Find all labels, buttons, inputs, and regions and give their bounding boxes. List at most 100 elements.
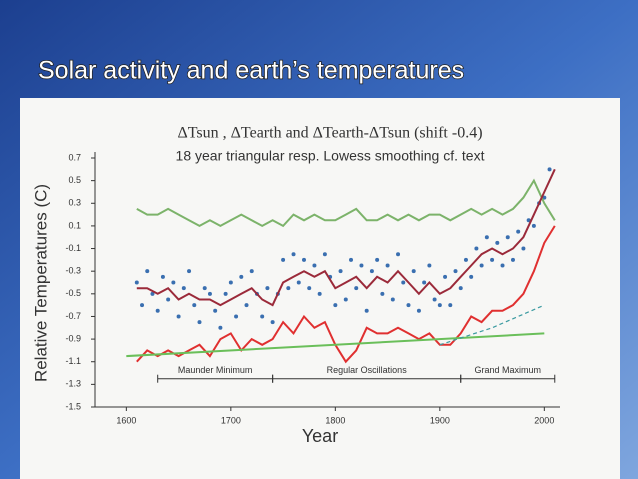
data-point: [134, 280, 139, 285]
x-axis-label: Year: [302, 426, 338, 446]
data-point: [213, 308, 218, 313]
data-point: [364, 308, 369, 313]
period-label: Regular Oscillations: [327, 365, 408, 375]
data-point: [228, 280, 233, 285]
chart-title: ΔTsun , ΔTearth and ΔTearth-ΔTsun (shift…: [177, 125, 482, 142]
data-point: [333, 303, 338, 308]
data-point: [155, 308, 160, 313]
data-point: [265, 286, 270, 291]
period-label: Maunder Minimum: [178, 365, 253, 375]
data-point: [171, 280, 176, 285]
data-point: [322, 252, 327, 257]
data-point: [202, 286, 207, 291]
data-point: [244, 303, 249, 308]
series-line: [439, 304, 545, 346]
data-point: [510, 257, 515, 262]
data-point: [516, 229, 521, 234]
chart-subtitle: 18 year triangular resp. Lowess smoothin…: [176, 148, 485, 164]
data-point: [469, 274, 474, 279]
data-point: [343, 297, 348, 302]
y-tick-label: -0.3: [65, 266, 81, 276]
data-point: [484, 235, 489, 240]
data-point: [458, 286, 463, 291]
y-tick-label: 0.7: [68, 152, 81, 162]
data-point: [427, 263, 432, 268]
data-point: [296, 280, 301, 285]
series-line: [136, 168, 556, 307]
y-tick-label: -1.1: [65, 356, 81, 366]
data-point: [145, 269, 150, 274]
data-point: [380, 291, 385, 296]
data-point: [500, 263, 505, 268]
data-point: [312, 263, 317, 268]
data-point: [354, 286, 359, 291]
y-tick-label: -1.3: [65, 379, 81, 389]
y-tick-label: 0.5: [68, 175, 81, 185]
data-point: [218, 325, 223, 330]
data-point: [437, 303, 442, 308]
data-point: [406, 303, 411, 308]
data-point: [150, 291, 155, 296]
x-tick-label: 1700: [221, 415, 241, 425]
data-point: [197, 320, 202, 325]
data-point: [505, 235, 510, 240]
data-point: [349, 257, 354, 262]
data-point: [411, 269, 416, 274]
data-point: [474, 246, 479, 251]
data-point: [490, 257, 495, 262]
data-point: [223, 291, 228, 296]
chart-panel: [20, 98, 620, 479]
data-point: [369, 269, 374, 274]
data-point: [317, 291, 322, 296]
data-point: [176, 314, 181, 319]
data-point: [192, 303, 197, 308]
data-point: [422, 280, 427, 285]
y-tick-label: -0.1: [65, 243, 81, 253]
y-tick-label: -0.9: [65, 333, 81, 343]
data-point: [234, 314, 239, 319]
data-point: [390, 297, 395, 302]
data-point: [416, 308, 421, 313]
series-line: [126, 332, 545, 358]
y-axis-label: Relative Temperatures (C): [31, 184, 50, 382]
data-point: [396, 252, 401, 257]
data-point: [547, 167, 552, 172]
data-point: [521, 246, 526, 251]
data-point: [281, 257, 286, 262]
x-tick-label: 2000: [534, 415, 554, 425]
data-point: [531, 223, 536, 228]
data-point: [181, 286, 186, 291]
y-tick-label: -1.5: [65, 401, 81, 411]
y-tick-label: 0.3: [68, 198, 81, 208]
x-tick-label: 1600: [116, 415, 136, 425]
data-point: [166, 297, 171, 302]
data-point: [187, 269, 192, 274]
data-point: [338, 269, 343, 274]
y-tick-label: 0.1: [68, 220, 81, 230]
data-point: [479, 263, 484, 268]
data-point: [140, 303, 145, 308]
data-point: [286, 286, 291, 291]
data-point: [239, 274, 244, 279]
period-label: Grand Maximum: [474, 365, 541, 375]
data-point: [542, 195, 547, 200]
data-point: [270, 320, 275, 325]
data-point: [307, 286, 312, 291]
series-line: [136, 178, 556, 228]
data-point: [301, 257, 306, 262]
data-point: [453, 269, 458, 274]
data-point: [249, 269, 254, 274]
data-point: [385, 263, 390, 268]
data-point: [160, 274, 165, 279]
data-point: [443, 274, 448, 279]
y-tick-label: -0.7: [65, 311, 81, 321]
y-tick-label: -0.5: [65, 288, 81, 298]
data-point: [401, 280, 406, 285]
data-point: [448, 303, 453, 308]
data-point: [495, 240, 500, 245]
data-point: [463, 257, 468, 262]
data-point: [291, 252, 296, 257]
data-point: [260, 314, 265, 319]
